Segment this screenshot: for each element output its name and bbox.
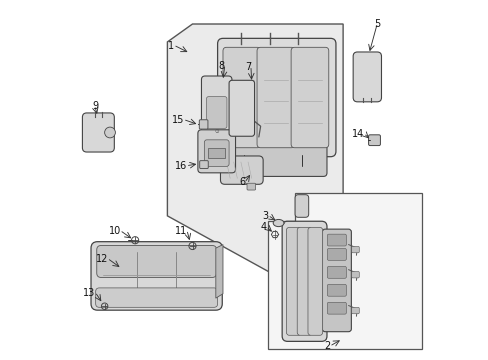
Circle shape <box>104 127 115 138</box>
Polygon shape <box>215 244 223 298</box>
FancyBboxPatch shape <box>223 47 260 148</box>
Text: 1: 1 <box>168 41 174 50</box>
FancyBboxPatch shape <box>199 161 208 168</box>
FancyBboxPatch shape <box>91 242 222 310</box>
FancyBboxPatch shape <box>326 266 346 278</box>
FancyBboxPatch shape <box>201 76 231 144</box>
FancyBboxPatch shape <box>351 307 359 314</box>
Polygon shape <box>167 24 343 313</box>
FancyBboxPatch shape <box>282 221 326 341</box>
FancyBboxPatch shape <box>294 195 308 217</box>
Polygon shape <box>267 193 421 348</box>
FancyBboxPatch shape <box>351 246 359 253</box>
FancyBboxPatch shape <box>352 52 381 102</box>
FancyBboxPatch shape <box>326 302 346 314</box>
FancyBboxPatch shape <box>230 144 326 176</box>
FancyBboxPatch shape <box>297 227 311 335</box>
Text: 2: 2 <box>324 341 330 351</box>
FancyBboxPatch shape <box>206 96 226 129</box>
FancyBboxPatch shape <box>96 288 217 307</box>
Text: 13: 13 <box>83 288 96 298</box>
FancyBboxPatch shape <box>198 130 235 173</box>
FancyBboxPatch shape <box>326 248 346 260</box>
FancyBboxPatch shape <box>246 183 255 190</box>
FancyBboxPatch shape <box>97 246 216 278</box>
FancyBboxPatch shape <box>326 234 346 246</box>
FancyBboxPatch shape <box>307 227 322 335</box>
Text: 12: 12 <box>96 254 108 264</box>
Text: 3: 3 <box>262 211 268 221</box>
Text: 4: 4 <box>261 222 266 232</box>
FancyBboxPatch shape <box>322 229 351 332</box>
FancyBboxPatch shape <box>286 227 301 335</box>
Text: 5: 5 <box>373 19 380 29</box>
Text: 11: 11 <box>175 226 187 236</box>
Text: 10: 10 <box>108 226 121 236</box>
FancyBboxPatch shape <box>204 140 228 166</box>
FancyBboxPatch shape <box>290 47 328 148</box>
Ellipse shape <box>273 220 284 226</box>
Text: 14: 14 <box>352 129 364 139</box>
Text: 8: 8 <box>218 61 224 71</box>
Text: 7: 7 <box>244 62 250 72</box>
Text: 6: 6 <box>239 177 244 187</box>
FancyBboxPatch shape <box>217 39 335 157</box>
FancyBboxPatch shape <box>257 47 294 148</box>
FancyBboxPatch shape <box>228 80 254 136</box>
FancyBboxPatch shape <box>220 156 263 184</box>
FancyBboxPatch shape <box>368 135 380 145</box>
Bar <box>207 148 225 158</box>
Text: ⊙: ⊙ <box>214 129 219 134</box>
FancyBboxPatch shape <box>351 271 359 278</box>
FancyBboxPatch shape <box>326 284 346 296</box>
FancyBboxPatch shape <box>82 113 114 152</box>
Text: 15: 15 <box>171 115 184 125</box>
FancyBboxPatch shape <box>199 120 207 129</box>
Text: 9: 9 <box>92 102 98 112</box>
Text: 16: 16 <box>175 161 187 171</box>
